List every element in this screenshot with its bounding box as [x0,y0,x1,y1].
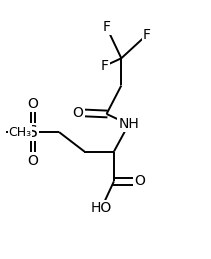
Text: O: O [134,174,145,188]
Text: F: F [103,20,111,34]
Text: F: F [143,28,151,42]
Text: NH: NH [118,117,139,131]
Text: S: S [28,125,38,140]
Text: HO: HO [91,202,112,215]
Text: O: O [27,97,38,111]
Text: O: O [27,154,38,168]
Text: F: F [100,59,108,73]
Text: CH₃: CH₃ [8,126,32,139]
Text: O: O [73,106,84,120]
